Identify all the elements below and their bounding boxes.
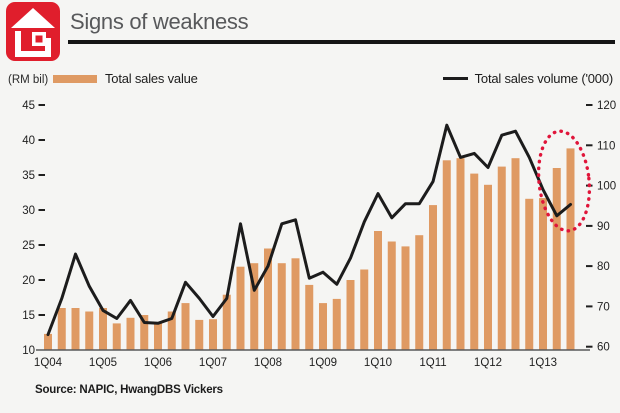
bar-2Q10 — [387, 241, 396, 350]
svg-text:1Q04: 1Q04 — [34, 357, 63, 369]
bar-1Q04 — [44, 333, 52, 350]
svg-text:90: 90 — [597, 221, 610, 233]
line-legend-label: Total sales volume ('000) — [474, 71, 614, 86]
bar-2Q12 — [497, 166, 506, 350]
bar-3Q05 — [126, 317, 135, 350]
bar-2Q08 — [277, 263, 286, 350]
bar-1Q11 — [429, 205, 437, 350]
volume-line — [46, 123, 572, 337]
bar-3Q06 — [181, 303, 190, 350]
bar-2Q05 — [112, 323, 121, 350]
bars-group — [44, 148, 575, 350]
svg-text:15: 15 — [22, 310, 35, 322]
bar-4Q10 — [415, 235, 424, 350]
bar-3Q13 — [566, 148, 575, 350]
bar-1Q05 — [99, 308, 107, 350]
bar-4Q05 — [140, 315, 149, 350]
left-axis-unit-label: (RM bil) — [8, 74, 49, 86]
svg-text:1Q11: 1Q11 — [419, 357, 446, 369]
svg-text:1Q09: 1Q09 — [309, 357, 337, 369]
svg-text:60: 60 — [597, 342, 610, 354]
bar-3Q07 — [236, 266, 245, 350]
svg-text:25: 25 — [22, 240, 35, 252]
bar-4Q09 — [360, 269, 369, 350]
right-axis-ticks: 120 110 100 90 80 70 60 — [586, 100, 616, 354]
bar-4Q12 — [525, 198, 534, 350]
svg-text:1Q06: 1Q06 — [144, 357, 172, 369]
bar-3Q09 — [346, 280, 355, 350]
bar-4Q07 — [250, 263, 259, 350]
bar-1Q09 — [319, 303, 327, 350]
bar-4Q06 — [195, 319, 204, 350]
bar-2Q07 — [222, 294, 231, 350]
header-rule — [68, 40, 615, 44]
bar-4Q04 — [85, 311, 94, 350]
bar-1Q12 — [484, 184, 492, 350]
svg-text:1Q07: 1Q07 — [199, 357, 227, 369]
bar-legend-label: Total sales value — [105, 71, 198, 86]
bar-2Q06 — [167, 311, 176, 350]
left-axis-ticks: 45 40 35 30 25 20 15 10 — [22, 100, 45, 357]
bar-4Q08 — [305, 284, 314, 350]
svg-text:1Q05: 1Q05 — [89, 357, 117, 369]
bar-3Q08 — [291, 258, 300, 350]
svg-text:40: 40 — [22, 135, 35, 147]
svg-text:70: 70 — [597, 301, 610, 313]
bar-1Q08 — [264, 248, 272, 350]
bar-2Q11 — [442, 160, 451, 350]
line-legend-swatch — [442, 77, 468, 80]
svg-text:1Q13: 1Q13 — [529, 357, 557, 369]
svg-text:35: 35 — [22, 170, 35, 182]
page-title: Signs of weakness — [70, 9, 249, 34]
bar-1Q13 — [539, 198, 547, 350]
bar-4Q11 — [470, 173, 479, 350]
legend-item-sales-value: Total sales value — [53, 71, 198, 86]
bar-3Q12 — [511, 158, 520, 350]
svg-text:1Q10: 1Q10 — [364, 357, 392, 369]
svg-text:110: 110 — [597, 140, 615, 152]
svg-text:80: 80 — [597, 261, 610, 273]
svg-text:45: 45 — [22, 100, 35, 112]
x-axis-labels: 1Q04 1Q05 1Q06 1Q07 1Q08 1Q09 1Q10 1Q11 1Q12 1Q13 — [34, 357, 557, 369]
svg-text:120: 120 — [597, 100, 616, 112]
highlight-ellipse — [536, 129, 592, 233]
svg-text:30: 30 — [22, 205, 35, 217]
bar-2Q04 — [57, 308, 66, 350]
svg-text:20: 20 — [22, 275, 35, 287]
bar-2Q09 — [332, 298, 341, 350]
svg-text:10: 10 — [22, 345, 35, 357]
bar-3Q10 — [401, 246, 410, 350]
bar-legend-swatch — [53, 74, 97, 83]
bar-1Q07 — [209, 319, 217, 350]
svg-text:1Q12: 1Q12 — [474, 357, 502, 369]
bar-1Q06 — [154, 322, 162, 350]
bar-3Q04 — [71, 308, 80, 350]
bar-3Q11 — [456, 158, 465, 350]
legend-item-sales-volume: Total sales volume ('000) — [442, 71, 614, 86]
svg-text:100: 100 — [597, 181, 616, 193]
bar-2Q13 — [552, 168, 561, 350]
house-icon — [6, 2, 60, 61]
bar-1Q10 — [374, 231, 382, 350]
source-text: Source: NAPIC, HwangDBS Vickers — [35, 384, 223, 396]
svg-text:1Q08: 1Q08 — [254, 357, 282, 369]
